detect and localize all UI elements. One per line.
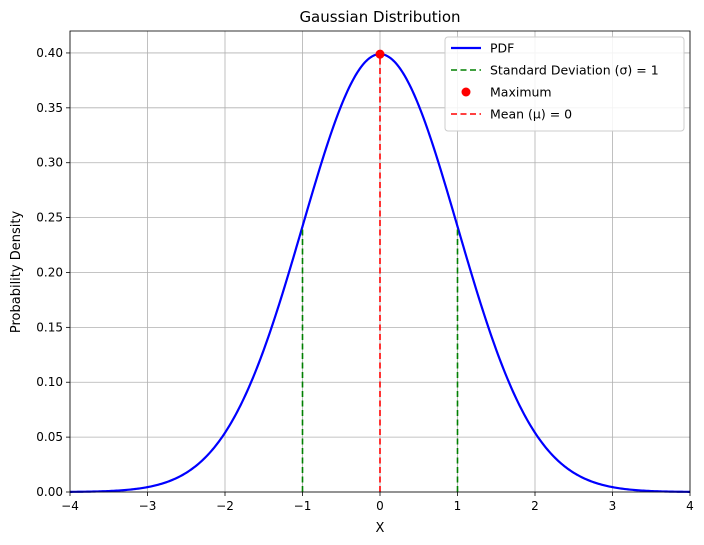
x-tick-label: −2 xyxy=(216,499,234,513)
y-tick-label: 0.15 xyxy=(36,320,63,334)
y-tick-label: 0.10 xyxy=(36,375,63,389)
chart-title: Gaussian Distribution xyxy=(299,8,460,26)
x-tick-label: 0 xyxy=(376,499,384,513)
x-tick-label: 1 xyxy=(454,499,462,513)
legend-label: Maximum xyxy=(490,85,552,100)
legend: PDF Standard Deviation (σ) = 1 Maximum Mean… xyxy=(444,36,685,132)
plot-area xyxy=(69,49,691,493)
legend-swatch-marker xyxy=(461,87,471,97)
y-tick-label: 0.25 xyxy=(36,211,63,225)
x-tick-label: 2 xyxy=(531,499,539,513)
y-axis: 0.00 0.05 0.10 0.15 0.20 0.25 0.30 0.35 0.40 xyxy=(36,46,70,499)
y-tick-label: 0.00 xyxy=(36,485,63,499)
legend-label: Mean (μ) = 0 xyxy=(490,107,572,122)
legend-label: Standard Deviation (σ) = 1 xyxy=(490,63,659,78)
y-tick-label: 0.35 xyxy=(36,101,63,115)
legend-box xyxy=(444,36,685,132)
y-tick-label: 0.05 xyxy=(36,430,63,444)
y-tick-label: 0.30 xyxy=(36,156,63,170)
x-tick-label: 3 xyxy=(609,499,617,513)
y-axis-label: Probability Density xyxy=(9,211,24,334)
x-axis-label: X xyxy=(376,521,385,536)
x-tick-label: −1 xyxy=(294,499,312,513)
legend-label: PDF xyxy=(490,41,514,56)
y-tick-label: 0.20 xyxy=(36,265,63,279)
x-tick-label: −4 xyxy=(61,499,79,513)
maximum-marker xyxy=(375,49,385,59)
x-axis: −4 −3 −2 −1 0 1 2 3 4 xyxy=(61,492,694,513)
y-tick-label: 0.40 xyxy=(36,46,63,60)
x-tick-label: −3 xyxy=(139,499,157,513)
x-tick-label: 4 xyxy=(686,499,694,513)
